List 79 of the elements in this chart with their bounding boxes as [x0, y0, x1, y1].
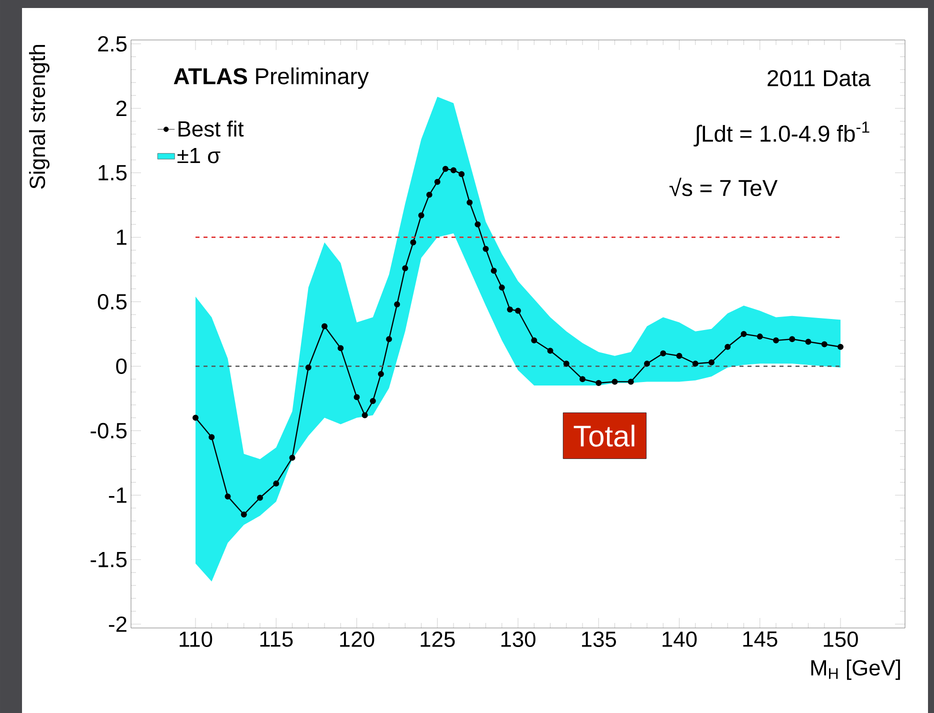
point: [660, 350, 666, 356]
point: [515, 308, 522, 314]
y-tick-label: -1: [108, 488, 126, 503]
point: [410, 239, 416, 246]
point: [426, 192, 432, 198]
point: [362, 412, 368, 418]
point: [531, 337, 538, 344]
point: [370, 398, 376, 404]
point: [466, 199, 473, 206]
x-tick-label: 115: [260, 632, 293, 647]
y-tick-label: 1.5: [98, 165, 127, 180]
point: [442, 166, 448, 172]
point: [394, 301, 400, 308]
y-axis-title: Signal strength: [29, 44, 50, 189]
y-tick-label: 1: [116, 230, 126, 245]
point: [402, 265, 408, 272]
point: [208, 434, 215, 440]
x-tick-label: 125: [420, 631, 455, 648]
point: [378, 370, 384, 377]
point: [756, 334, 763, 340]
point: [450, 167, 457, 174]
point: [490, 268, 497, 274]
x-tick-label: 120: [340, 631, 374, 648]
annotation: Total: [574, 424, 634, 447]
point: [257, 494, 264, 501]
annotation: ∫Ldt = 1.0-4.9 fb$^{-1}$: [694, 122, 870, 147]
x-tick-label: 140: [662, 631, 697, 648]
legend-label: Best fit: [178, 120, 244, 137]
x-axis-title: M$_{H}$ [GeV]: [811, 659, 900, 680]
y-tick-label: 2: [116, 100, 126, 116]
point: [240, 512, 247, 518]
x-tick-label: 110: [180, 631, 212, 648]
point: [482, 246, 489, 252]
x-tick-label: 135: [582, 631, 616, 648]
point: [596, 380, 602, 386]
point: [418, 212, 424, 218]
point: [338, 345, 344, 352]
y-tick-label: 0.5: [98, 294, 127, 310]
point: [821, 341, 828, 348]
point: [773, 337, 780, 344]
point: [612, 378, 618, 385]
x-tick-label: 130: [501, 631, 536, 648]
annotation: ATLAS Preliminary: [174, 68, 369, 89]
point: [838, 344, 844, 350]
point: [692, 360, 698, 367]
point: [644, 360, 650, 367]
x-tick-label: 150: [824, 631, 858, 648]
y-tick-label: 2.5: [98, 36, 127, 52]
point: [322, 323, 328, 330]
point: [628, 378, 634, 385]
legend-label: ±1 σ: [178, 148, 220, 164]
point: [805, 338, 812, 345]
annotation: √s = 7 TeV: [669, 178, 778, 196]
annotation: 2011 Data: [768, 70, 871, 86]
point: [354, 394, 360, 400]
y-tick-label: -2: [108, 616, 126, 632]
point: [458, 171, 465, 178]
point: [724, 344, 731, 350]
point: [547, 348, 554, 354]
point: [386, 336, 392, 342]
y-tick-label: 0: [116, 358, 127, 374]
point: [498, 284, 505, 291]
point: [740, 330, 747, 337]
point: [192, 414, 199, 421]
point: [580, 376, 586, 382]
point: [273, 480, 280, 487]
y-tick-label: -1.5: [90, 552, 127, 568]
point: [474, 221, 481, 228]
point: [789, 336, 796, 342]
point: [506, 306, 513, 312]
point: [289, 454, 296, 461]
x-tick-label: 145: [743, 632, 778, 647]
point: [563, 360, 570, 367]
point: [224, 493, 231, 500]
point: [708, 359, 715, 366]
point: [305, 364, 312, 371]
y-tick-label: -0.5: [90, 422, 127, 438]
point: [434, 178, 440, 185]
point: [676, 352, 682, 359]
